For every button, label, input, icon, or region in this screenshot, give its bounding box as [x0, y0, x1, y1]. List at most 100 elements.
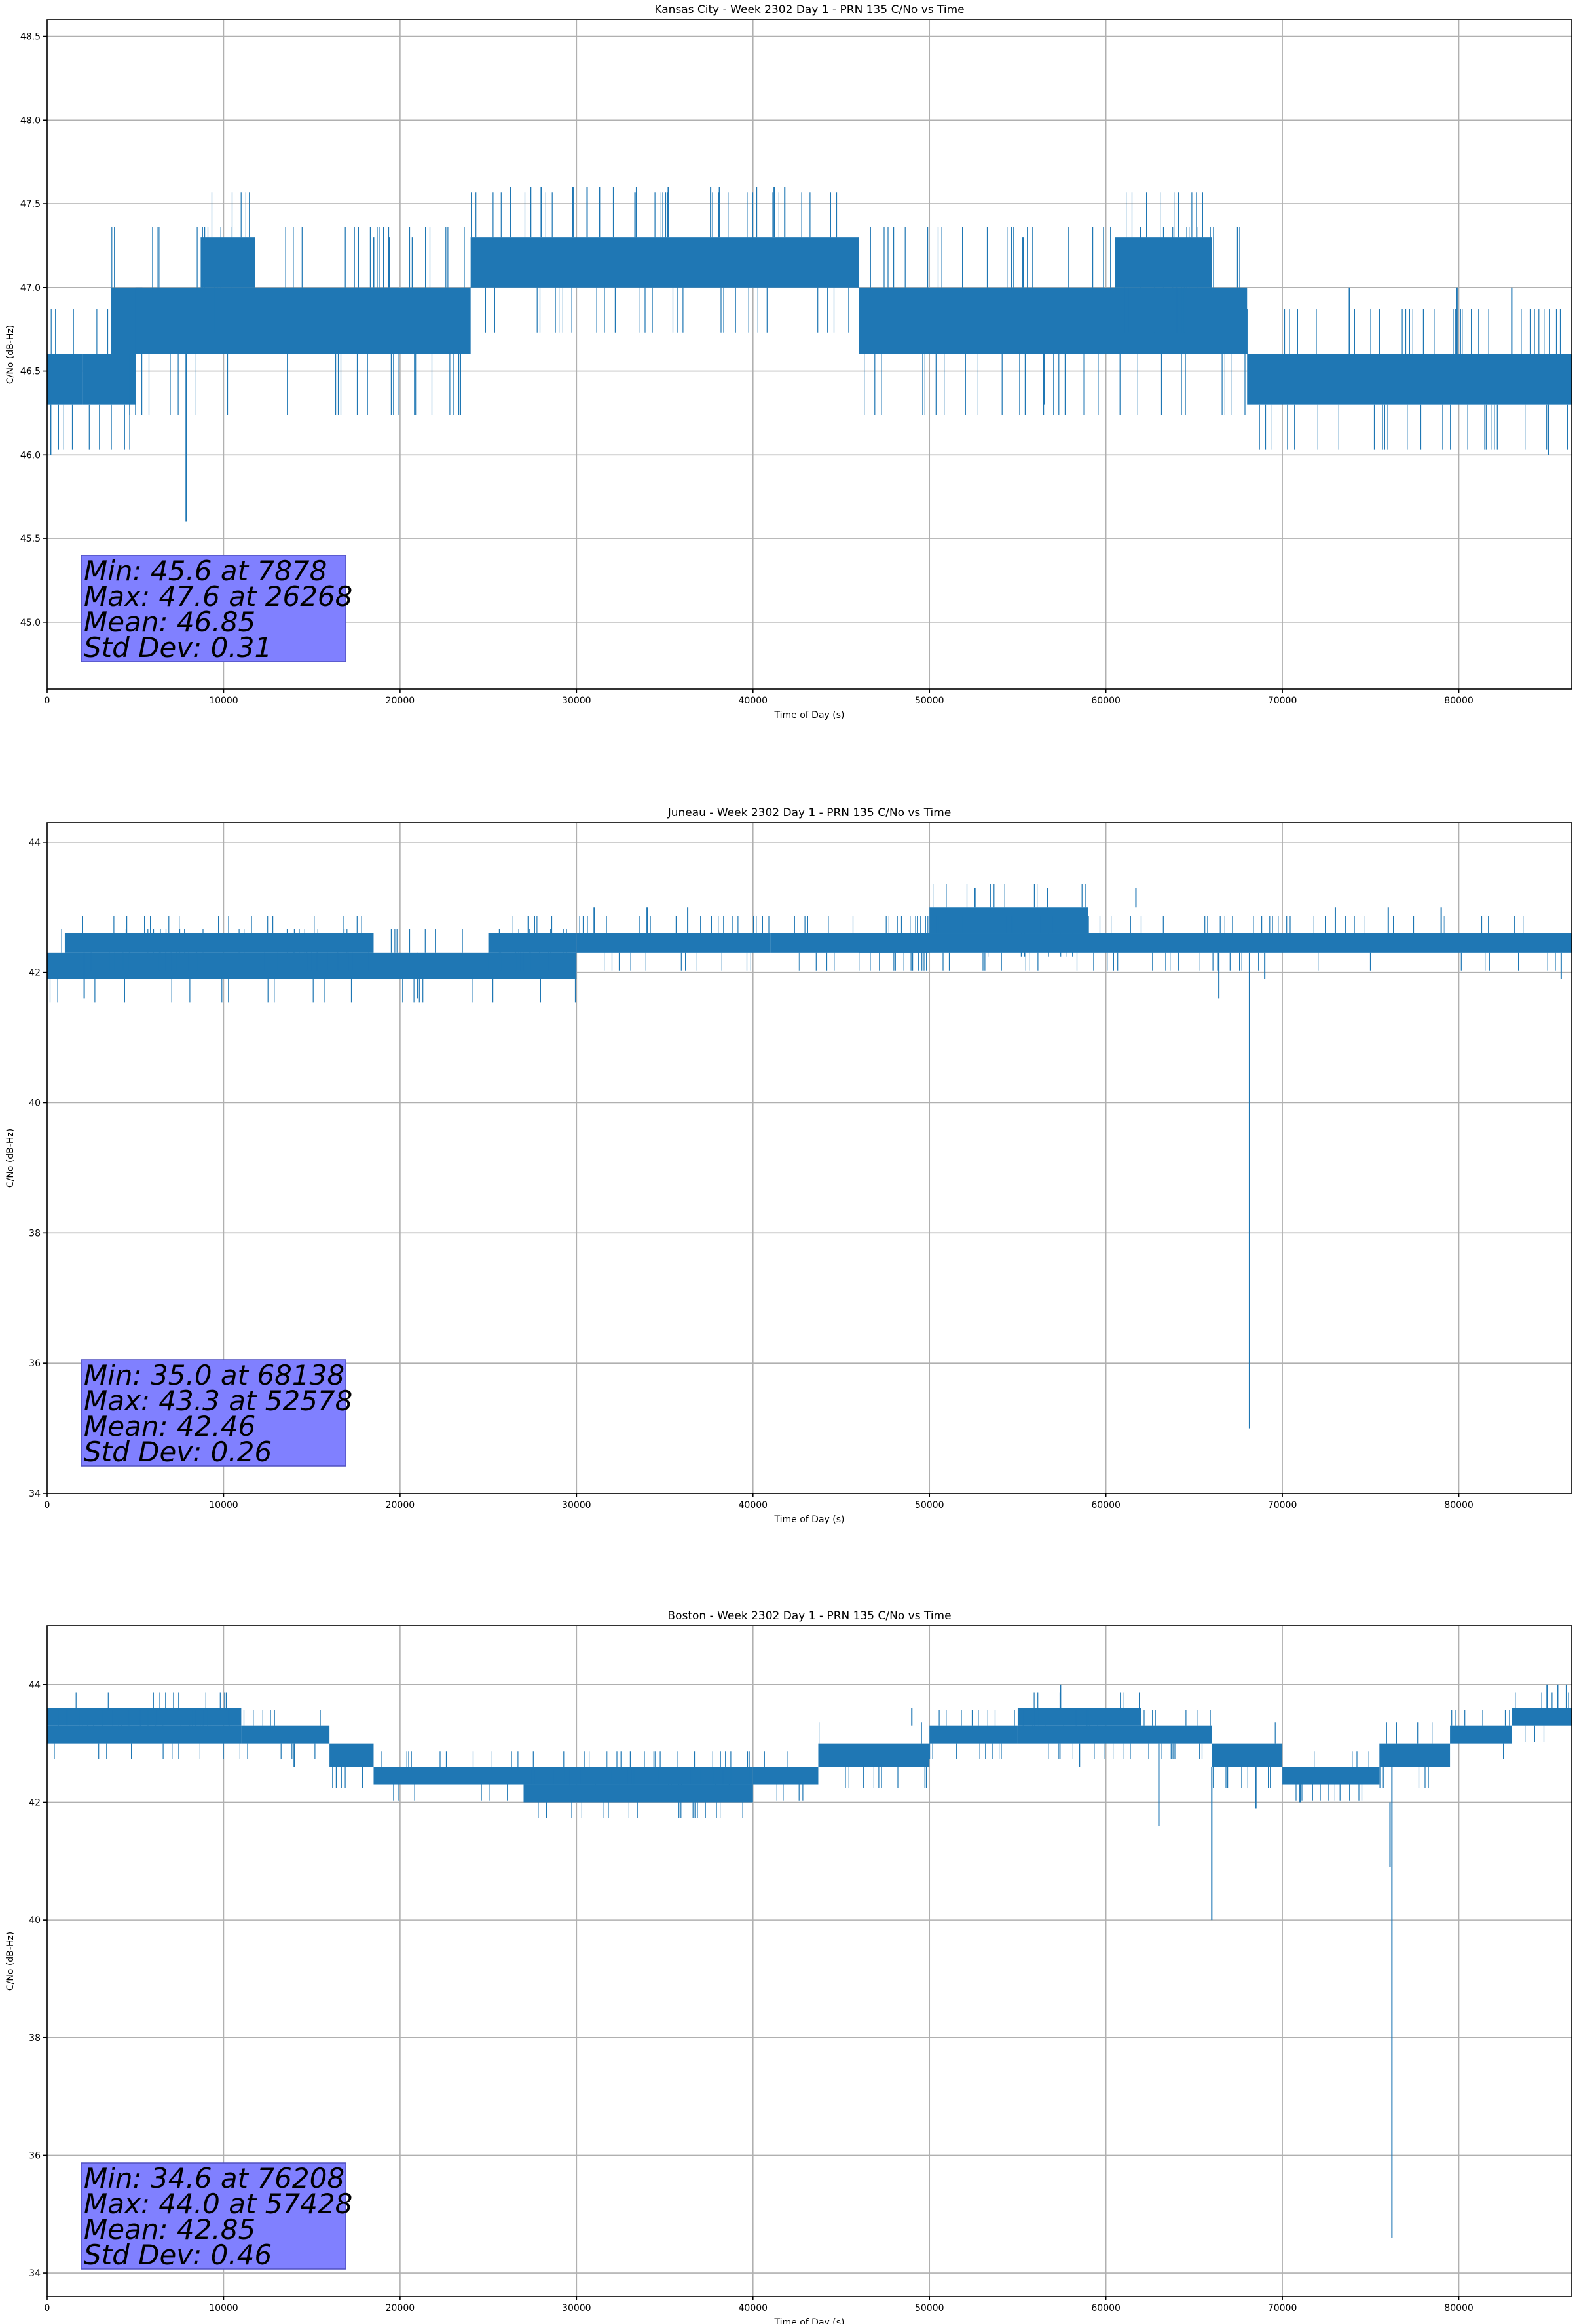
series-fringe — [54, 1710, 240, 1759]
x-tick-label: 50000 — [915, 2303, 944, 2314]
y-axis-label: C/No (dB-Hz) — [5, 1932, 16, 1991]
series-band — [1379, 1743, 1451, 1767]
series-fringe — [50, 309, 74, 450]
stats-line: Min: 45.6 at 7878 — [84, 555, 327, 587]
stats-line: Std Dev: 0.46 — [84, 2239, 272, 2271]
series-fringe — [1213, 1722, 1276, 1788]
x-tick-label: 80000 — [1444, 1500, 1474, 1510]
axes-frame — [46, 822, 1572, 1494]
stats-line: Mean: 46.85 — [84, 606, 255, 638]
x-tick-label: 0 — [45, 2303, 50, 2314]
series-fringe — [211, 192, 250, 333]
chart-title: Boston - Week 2302 Day 1 - PRN 135 C/No … — [667, 1609, 951, 1622]
y-tick-label: 44 — [29, 838, 41, 848]
series-band — [47, 952, 382, 979]
y-tick-label: 40 — [29, 1915, 41, 1926]
series-band — [1450, 1725, 1512, 1744]
x-tick-label: 20000 — [386, 2303, 415, 2314]
series-fringe — [531, 1769, 751, 1818]
y-axis-label: C/No (dB-Hz) — [5, 1129, 16, 1188]
stats-box — [81, 2162, 346, 2270]
series-band — [576, 933, 771, 953]
x-tick-label: 80000 — [1444, 696, 1474, 706]
axes-frame — [46, 1625, 1572, 2297]
x-tick-label: 10000 — [209, 2303, 238, 2314]
series-band — [82, 354, 136, 405]
series-c-no — [47, 884, 1572, 1429]
series-fringe — [471, 192, 849, 333]
series-fringe — [764, 1751, 804, 1801]
series-band — [929, 907, 1088, 934]
x-tick-label: 30000 — [562, 696, 591, 706]
x-tick-label: 40000 — [739, 696, 768, 706]
series-fringe — [819, 1722, 927, 1788]
series-band — [488, 933, 577, 953]
axes-frame — [46, 19, 1572, 690]
series-band — [1512, 1708, 1572, 1726]
series-band — [818, 1743, 930, 1767]
x-tick-label: 40000 — [739, 2303, 768, 2314]
stats-line: Max: 44.0 at 57428 — [84, 2188, 352, 2220]
series-band — [1247, 354, 1572, 405]
y-tick-label: 44 — [29, 1680, 41, 1691]
x-tick-label: 0 — [45, 696, 50, 706]
x-tick-label: 10000 — [209, 696, 238, 706]
x-axis-label: Time of Day (s) — [774, 2317, 845, 2324]
series-c-no — [47, 1684, 1572, 2238]
y-tick-label: 45.5 — [20, 534, 41, 544]
series-band — [373, 1767, 524, 1785]
series-band — [470, 237, 859, 288]
series-band — [64, 933, 374, 953]
series-band — [1212, 1743, 1283, 1767]
x-axis-label: Time of Day (s) — [774, 710, 845, 721]
y-tick-label: 38 — [29, 1228, 41, 1239]
chart-panel-1: 0 10000 20000 30000 40000 50000 60000 70000 8000… — [5, 806, 1572, 1525]
x-tick-label: 80000 — [1444, 2303, 1474, 2314]
y-tick-label: 42 — [29, 1797, 41, 1808]
x-tick-label: 60000 — [1091, 2303, 1121, 2314]
y-tick-label: 46.0 — [20, 450, 41, 460]
x-tick-label: 50000 — [915, 696, 944, 706]
series-fringe — [111, 227, 142, 415]
x-tick-label: 60000 — [1091, 696, 1121, 706]
y-tick-label: 36 — [29, 2150, 41, 2161]
y-tick-label: 48.5 — [20, 32, 41, 43]
series-band — [1282, 1767, 1380, 1785]
x-tick-label: 70000 — [1268, 1500, 1297, 1510]
series-fringe — [332, 1767, 363, 1788]
series-fringe — [794, 916, 927, 971]
stats-line: Min: 35.0 at 68138 — [84, 1359, 344, 1391]
y-tick-label: 47.5 — [20, 199, 41, 210]
x-tick-label: 70000 — [1268, 696, 1297, 706]
y-tick-label: 42 — [29, 968, 41, 979]
y-tick-label: 48.0 — [20, 115, 41, 126]
series-c-no — [47, 187, 1572, 522]
series-fringe — [1295, 1751, 1369, 1801]
stats-line: Mean: 42.85 — [84, 2213, 255, 2245]
y-tick-label: 47.0 — [20, 283, 41, 293]
series-band — [523, 1784, 753, 1803]
chart-panel-0: 0 10000 20000 30000 40000 50000 60000 70000 8000… — [5, 3, 1572, 721]
series-fringe — [888, 916, 1078, 971]
stats-line: Max: 43.3 at 52578 — [84, 1385, 352, 1417]
series-fringe — [864, 227, 1246, 415]
x-tick-label: 60000 — [1091, 1500, 1121, 1510]
stats-line: Std Dev: 0.26 — [84, 1436, 272, 1468]
series-band — [752, 1767, 819, 1785]
series-band — [1017, 1725, 1212, 1744]
series-band — [859, 287, 1248, 354]
stats-line: Std Dev: 0.31 — [84, 631, 272, 664]
series-band — [47, 354, 83, 405]
y-tick-label: 34 — [29, 2268, 41, 2279]
y-axis-label: C/No (dB-Hz) — [5, 325, 16, 384]
x-tick-label: 0 — [45, 1500, 50, 1510]
series-fringe — [488, 916, 553, 971]
x-tick-label: 20000 — [386, 696, 415, 706]
series-fringe — [82, 916, 369, 971]
x-axis-label: Time of Day (s) — [774, 1514, 845, 1525]
stats-line: Mean: 42.46 — [84, 1410, 255, 1442]
stats-box — [81, 555, 346, 662]
chart-panel-2: 0 10000 20000 30000 40000 50000 60000 70000 8000… — [5, 1609, 1572, 2324]
series-band — [1115, 237, 1212, 288]
